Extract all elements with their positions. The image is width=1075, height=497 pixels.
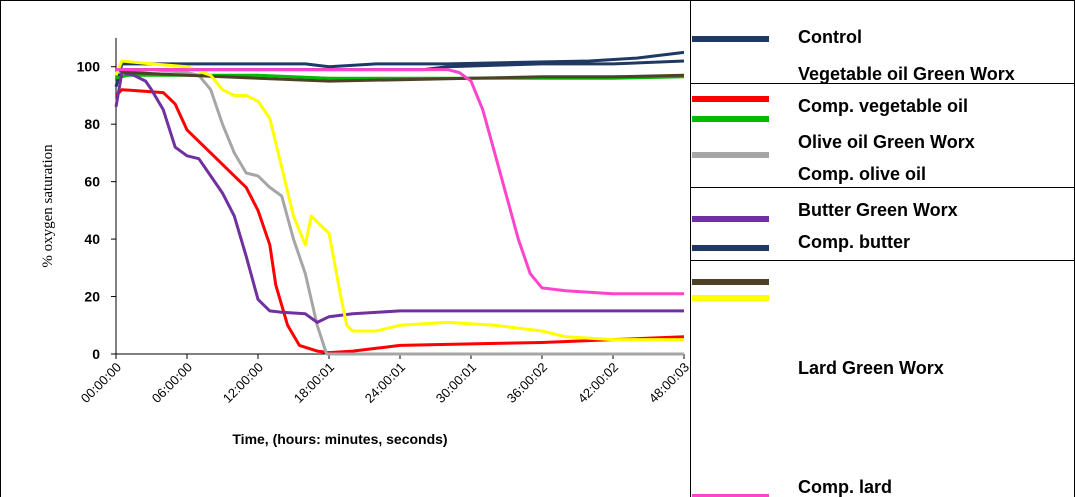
legend-swatch-comp-vegetable-oil: [692, 116, 769, 122]
x-tick-label: 30:00:01: [433, 360, 479, 406]
x-tick-label: 42:00:02: [575, 360, 621, 406]
legend-swatch-comp-lard-pink: [692, 494, 769, 497]
legend-swatch-lard-green-worx: [692, 279, 769, 285]
x-tick-label: 36:00:02: [504, 360, 550, 406]
outer-border-top: [0, 0, 1075, 1]
x-tick-label: 00:00:00: [78, 360, 124, 406]
series-line-comp-lard: [114, 59, 684, 342]
legend-label-lard-green-worx: Lard Green Worx: [798, 358, 944, 378]
series-line-olive-oil-green-worx: [115, 68, 684, 356]
y-tick-label: 80: [84, 116, 100, 132]
legend-row-divider: [690, 83, 1075, 84]
legend-swatch-comp-butter: [692, 245, 769, 251]
legend-row-divider: [690, 260, 1075, 261]
legend-label-olive-oil-green-worx: Olive oil Green Worx: [798, 132, 975, 152]
y-tick-label: 0: [92, 346, 100, 362]
series-line-lard-green-worx: [115, 68, 685, 83]
y-tick-label: 60: [84, 174, 100, 190]
x-tick-label: 24:00:01: [362, 360, 408, 406]
y-tick-label: 40: [84, 231, 100, 247]
x-axis-title: Time, (hours: minutes, seconds): [232, 431, 447, 447]
x-tick-label: 18:00:01: [291, 360, 337, 406]
y-axis-title: % oxygen saturation: [40, 144, 56, 268]
series-line-comp-lard-pink: [116, 68, 684, 296]
legend-label-vegetable-oil-green-worx: Vegetable oil Green Worx: [798, 64, 1015, 84]
y-tick-label: 20: [84, 289, 100, 305]
x-tick-label: 12:00:00: [220, 360, 266, 406]
x-tick-label: 48:00:03: [646, 360, 690, 406]
legend-swatch-comp-lard: [692, 295, 769, 301]
y-tick-label: 100: [77, 59, 101, 75]
legend-label-comp-olive-oil: Comp. olive oil: [798, 164, 927, 184]
outer-border-left: [0, 0, 1, 497]
legend-label-comp-butter: Comp. butter: [798, 232, 910, 252]
legend-divider: [690, 0, 691, 497]
legend-row-divider: [690, 187, 1075, 188]
legend-label-comp-lard: Comp. lard: [798, 477, 893, 497]
x-tick-label: 06:00:00: [149, 360, 195, 406]
legend-label-butter-green-worx: Butter Green Worx: [798, 200, 958, 220]
series-line-butter-green-worx: [114, 71, 684, 324]
legend-swatch-control: [692, 36, 769, 42]
line-chart: 0 20 40 60 80 100 00:00:00 06:00:00 12:00:00 18:0…: [40, 38, 690, 447]
legend-label-comp-vegetable-oil: Comp. vegetable oil: [798, 96, 969, 116]
series-line-vegetable-oil-green-worx: [114, 88, 685, 355]
legend-swatch-olive-oil-green-worx: [692, 152, 769, 158]
legend-swatch-vegetable-oil-green-worx: [692, 96, 769, 102]
legend-label-control: Control: [798, 27, 862, 47]
legend-swatch-butter-green-worx: [692, 216, 769, 222]
